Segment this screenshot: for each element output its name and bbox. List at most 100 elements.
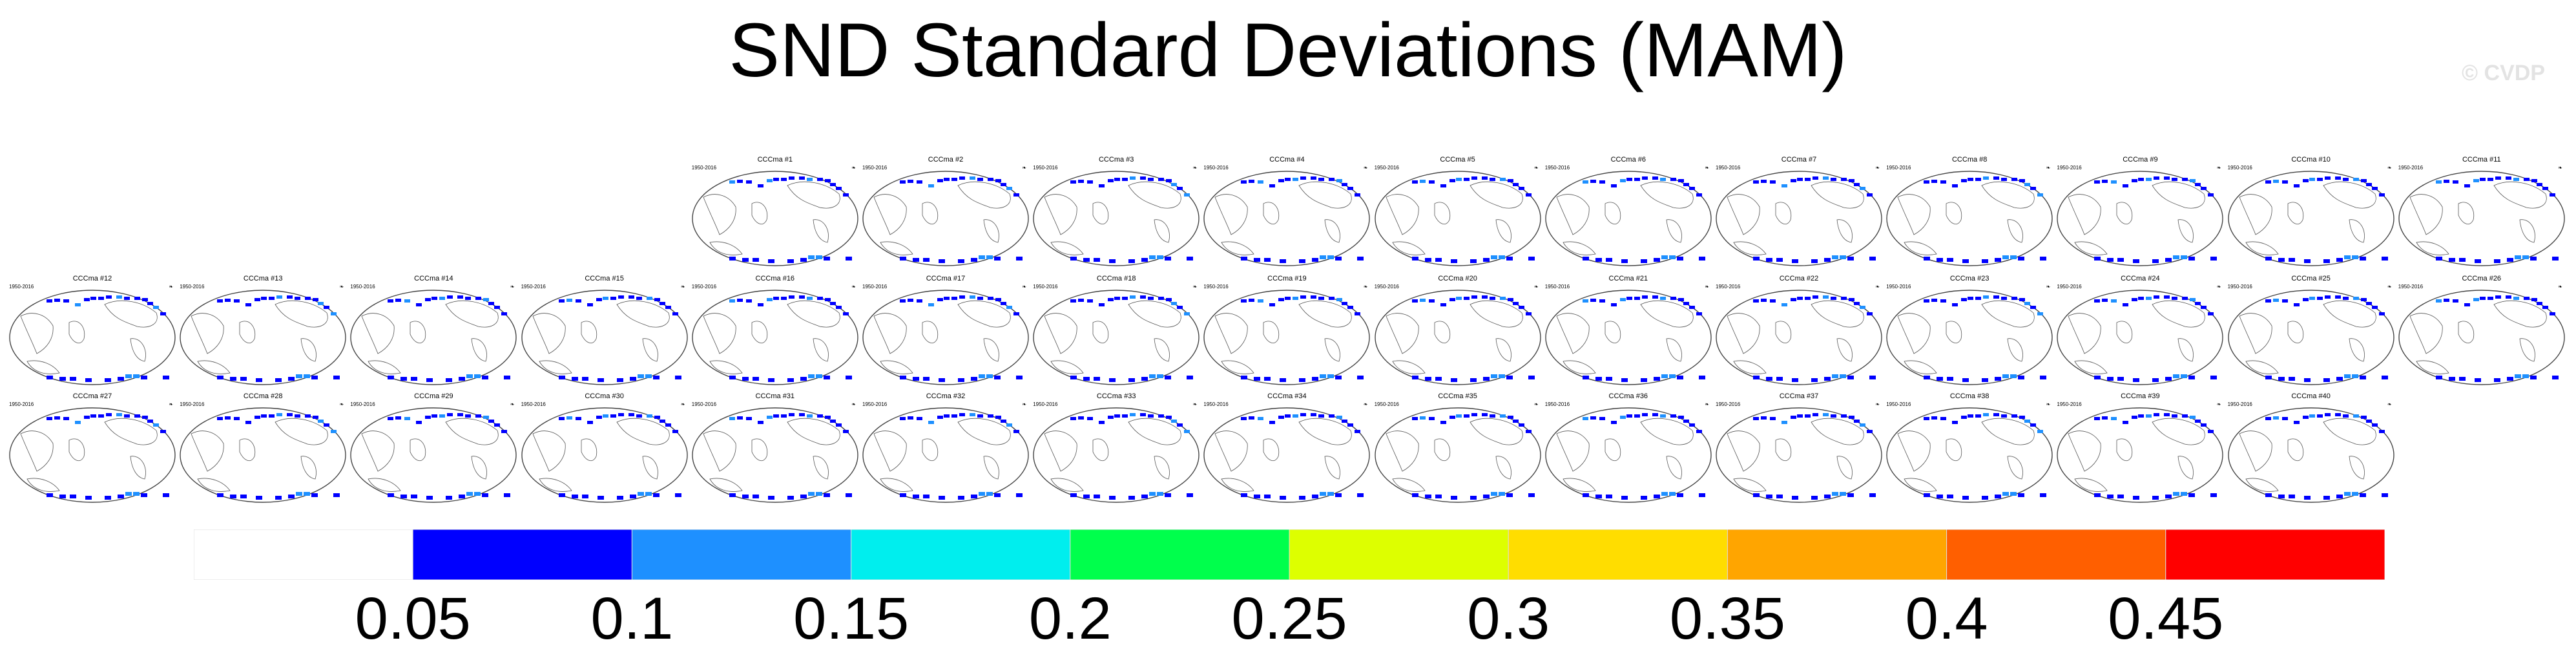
coastline: [275, 418, 328, 445]
map-panel: CCCma #2 1950-2016 ❧: [861, 156, 1030, 267]
snow-cell: [1016, 257, 1023, 261]
snow-cell: [1797, 297, 1803, 300]
coastline: [410, 321, 426, 344]
snow-cell: [1869, 493, 1876, 497]
panel-years: 1950-2016: [1033, 284, 1058, 290]
panel-corner-mark: ❧: [2216, 165, 2221, 171]
coastline: [957, 300, 1011, 328]
snow-cell: [2094, 257, 2101, 261]
snow-cell: [1525, 193, 1532, 197]
colorbar-box: [1289, 529, 1509, 580]
snow-cell: [1450, 378, 1457, 382]
snow-cell: [1847, 493, 1854, 497]
panel-years: 1950-2016: [1716, 401, 1741, 407]
snow-cell: [1823, 176, 1829, 180]
snow-cell: [2343, 492, 2351, 496]
snow-cell: [1347, 306, 1354, 309]
map-svg: [1716, 290, 1882, 385]
snow-cell: [2208, 430, 2214, 433]
snow-cell: [742, 377, 749, 381]
panel-years: 1950-2016: [1886, 401, 1911, 407]
snow-cell: [1299, 496, 1306, 500]
coastline: [983, 219, 999, 243]
snow-cell: [1490, 255, 1497, 259]
snow-cell: [646, 414, 652, 418]
snow-cell: [75, 303, 81, 306]
panel-title: CCCma #8: [1951, 156, 1988, 164]
snow-cell: [1114, 414, 1121, 418]
snow-cell: [1177, 306, 1183, 309]
snow-cell: [558, 417, 565, 420]
snow-cell: [63, 417, 69, 420]
snow-cell: [2474, 259, 2481, 263]
snow-cell: [618, 295, 624, 299]
snow-cell: [2201, 306, 2207, 309]
panel-title: CCCma #28: [243, 392, 283, 400]
snow-cell: [426, 378, 433, 382]
snow-cell: [324, 306, 330, 309]
panel-corner-mark: ❧: [1192, 165, 1198, 171]
coastline: [1946, 438, 1962, 462]
map-svg: [2398, 290, 2565, 385]
snow-cell: [2010, 492, 2017, 496]
coastline: [2068, 431, 2101, 472]
map-outline: [1545, 290, 1712, 385]
snow-cell: [1335, 493, 1342, 497]
snow-cell: [1824, 258, 1831, 262]
snow-cell: [1937, 258, 1944, 262]
snow-cell: [1285, 178, 1291, 181]
coastline: [2007, 338, 2023, 362]
snow-cell: [2281, 299, 2288, 303]
snow-cell: [447, 295, 453, 299]
map-svg: [1886, 407, 2053, 503]
snow-cell: [474, 492, 481, 496]
snow-cell: [787, 378, 794, 382]
panel-corner-mark: ❧: [339, 401, 344, 407]
snow-cell: [70, 495, 76, 498]
snow-cell: [125, 492, 132, 496]
snow-cell: [1006, 423, 1012, 427]
snow-cell: [1083, 495, 1090, 498]
snow-cell: [465, 414, 472, 418]
map-outline: [1716, 407, 1882, 503]
snow-cell: [842, 193, 849, 197]
panel-years: 1950-2016: [9, 401, 34, 407]
snow-cell: [416, 303, 422, 306]
snow-cell: [1411, 299, 1418, 303]
snow-cell: [571, 495, 578, 498]
snow-cell: [2542, 306, 2548, 309]
snow-cell: [917, 417, 922, 420]
snow-cell: [1254, 258, 1261, 262]
coastline: [197, 478, 231, 492]
snow-cell: [153, 306, 159, 309]
snow-cell: [447, 413, 453, 416]
coastline: [1811, 418, 1864, 445]
snow-cell: [2102, 416, 2108, 420]
snow-cell: [1805, 414, 1811, 418]
snow-cell: [1847, 257, 1854, 261]
snow-cell: [752, 377, 759, 381]
snow-cell: [571, 377, 578, 381]
panel-title: CCCma #17: [926, 275, 966, 282]
snow-cell: [400, 495, 408, 498]
snow-cell: [798, 295, 805, 299]
snow-cell: [1481, 295, 1488, 299]
snow-cell: [1983, 295, 1989, 299]
panel-corner-mark: ❧: [2558, 165, 2562, 171]
snow-cell: [105, 496, 111, 500]
snow-cell: [1166, 179, 1172, 182]
snow-cell: [2309, 178, 2315, 181]
snow-cell: [2487, 297, 2493, 300]
snow-cell: [160, 312, 166, 315]
panel-years: 1950-2016: [180, 284, 205, 290]
map-panel: CCCma #10 1950-2016 ❧: [2227, 156, 2396, 267]
coastline: [1092, 321, 1109, 344]
panel-title: CCCma #38: [1949, 392, 1989, 400]
coastline: [532, 313, 566, 354]
snow-cell: [977, 297, 983, 300]
map-panel: CCCma #9 1950-2016 ❧: [2055, 156, 2225, 267]
coastline: [751, 438, 767, 462]
snow-cell: [824, 298, 831, 301]
snow-cell: [2173, 374, 2180, 378]
snow-cell: [2154, 176, 2160, 180]
